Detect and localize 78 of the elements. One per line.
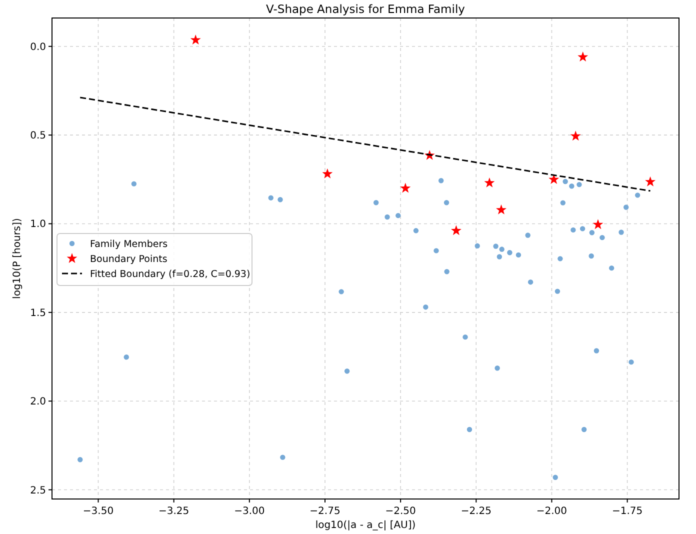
y-tick-label: 1.0 [30, 219, 46, 230]
point [569, 184, 574, 189]
point [552, 474, 558, 480]
point [576, 182, 582, 188]
point [423, 304, 428, 310]
point [588, 253, 594, 259]
x-tick-label: −3.00 [234, 506, 265, 517]
x-tick-label: −2.75 [310, 506, 340, 517]
point [496, 254, 502, 260]
chart-title: V-Shape Analysis for Emma Family [266, 2, 466, 16]
point [600, 234, 605, 240]
point [623, 204, 629, 210]
point [507, 250, 512, 256]
point [131, 181, 137, 186]
point [280, 454, 286, 460]
point [496, 204, 506, 214]
point [434, 248, 439, 254]
point [634, 192, 640, 198]
point [548, 174, 560, 184]
y-tick-label: 0.5 [30, 130, 46, 142]
point [484, 177, 495, 188]
point [474, 243, 480, 249]
point [494, 366, 500, 371]
point [554, 288, 560, 294]
point [400, 182, 411, 193]
point [124, 354, 129, 360]
point [499, 246, 504, 252]
point [462, 334, 468, 340]
point [396, 212, 401, 218]
point [373, 200, 379, 206]
point [493, 244, 498, 249]
y-tick-label: 1.5 [30, 308, 46, 319]
point [562, 178, 568, 184]
point [525, 232, 530, 238]
point [190, 34, 201, 44]
point [589, 230, 595, 236]
point [628, 359, 634, 365]
point [528, 279, 534, 285]
point [338, 289, 344, 294]
point [558, 256, 563, 262]
point [592, 219, 604, 230]
x-axis-title: log10(|a - a_c| [AU]) [315, 520, 416, 531]
point [570, 130, 581, 141]
point [268, 195, 274, 200]
y-tick-label: 0.0 [30, 42, 46, 53]
point [444, 200, 450, 206]
legend-label: Boundary Points [90, 254, 168, 265]
x-tick-label: −2.00 [536, 506, 568, 517]
y-tick-label: 2.5 [30, 485, 46, 496]
x-tick-label: −3.25 [158, 506, 190, 517]
y-axis-title: log10(P [hours]) [12, 218, 23, 299]
point [516, 252, 522, 258]
point [578, 52, 588, 62]
point [344, 368, 350, 374]
point [570, 227, 576, 233]
x-tick-label: −1.75 [612, 506, 643, 517]
point [560, 200, 566, 206]
point [594, 348, 600, 354]
point [278, 197, 283, 202]
point [322, 168, 333, 178]
x-tick-label: −3.50 [82, 506, 114, 517]
legend-label: Fitted Boundary (f=0.28, C=0.93) [90, 269, 250, 280]
x-tick-label: −2.25 [460, 506, 492, 517]
point [608, 265, 614, 271]
point [645, 176, 656, 186]
point [580, 226, 586, 232]
legend-label: Family Members [90, 239, 168, 250]
point [581, 426, 587, 432]
point [466, 426, 472, 432]
point [78, 457, 83, 462]
x-tick-label: −2.50 [385, 506, 416, 517]
y-tick-label: 2.0 [30, 396, 46, 408]
point [438, 178, 444, 184]
point [444, 269, 450, 274]
point [618, 230, 624, 235]
point [384, 214, 390, 220]
point [450, 225, 462, 236]
point [413, 228, 419, 234]
